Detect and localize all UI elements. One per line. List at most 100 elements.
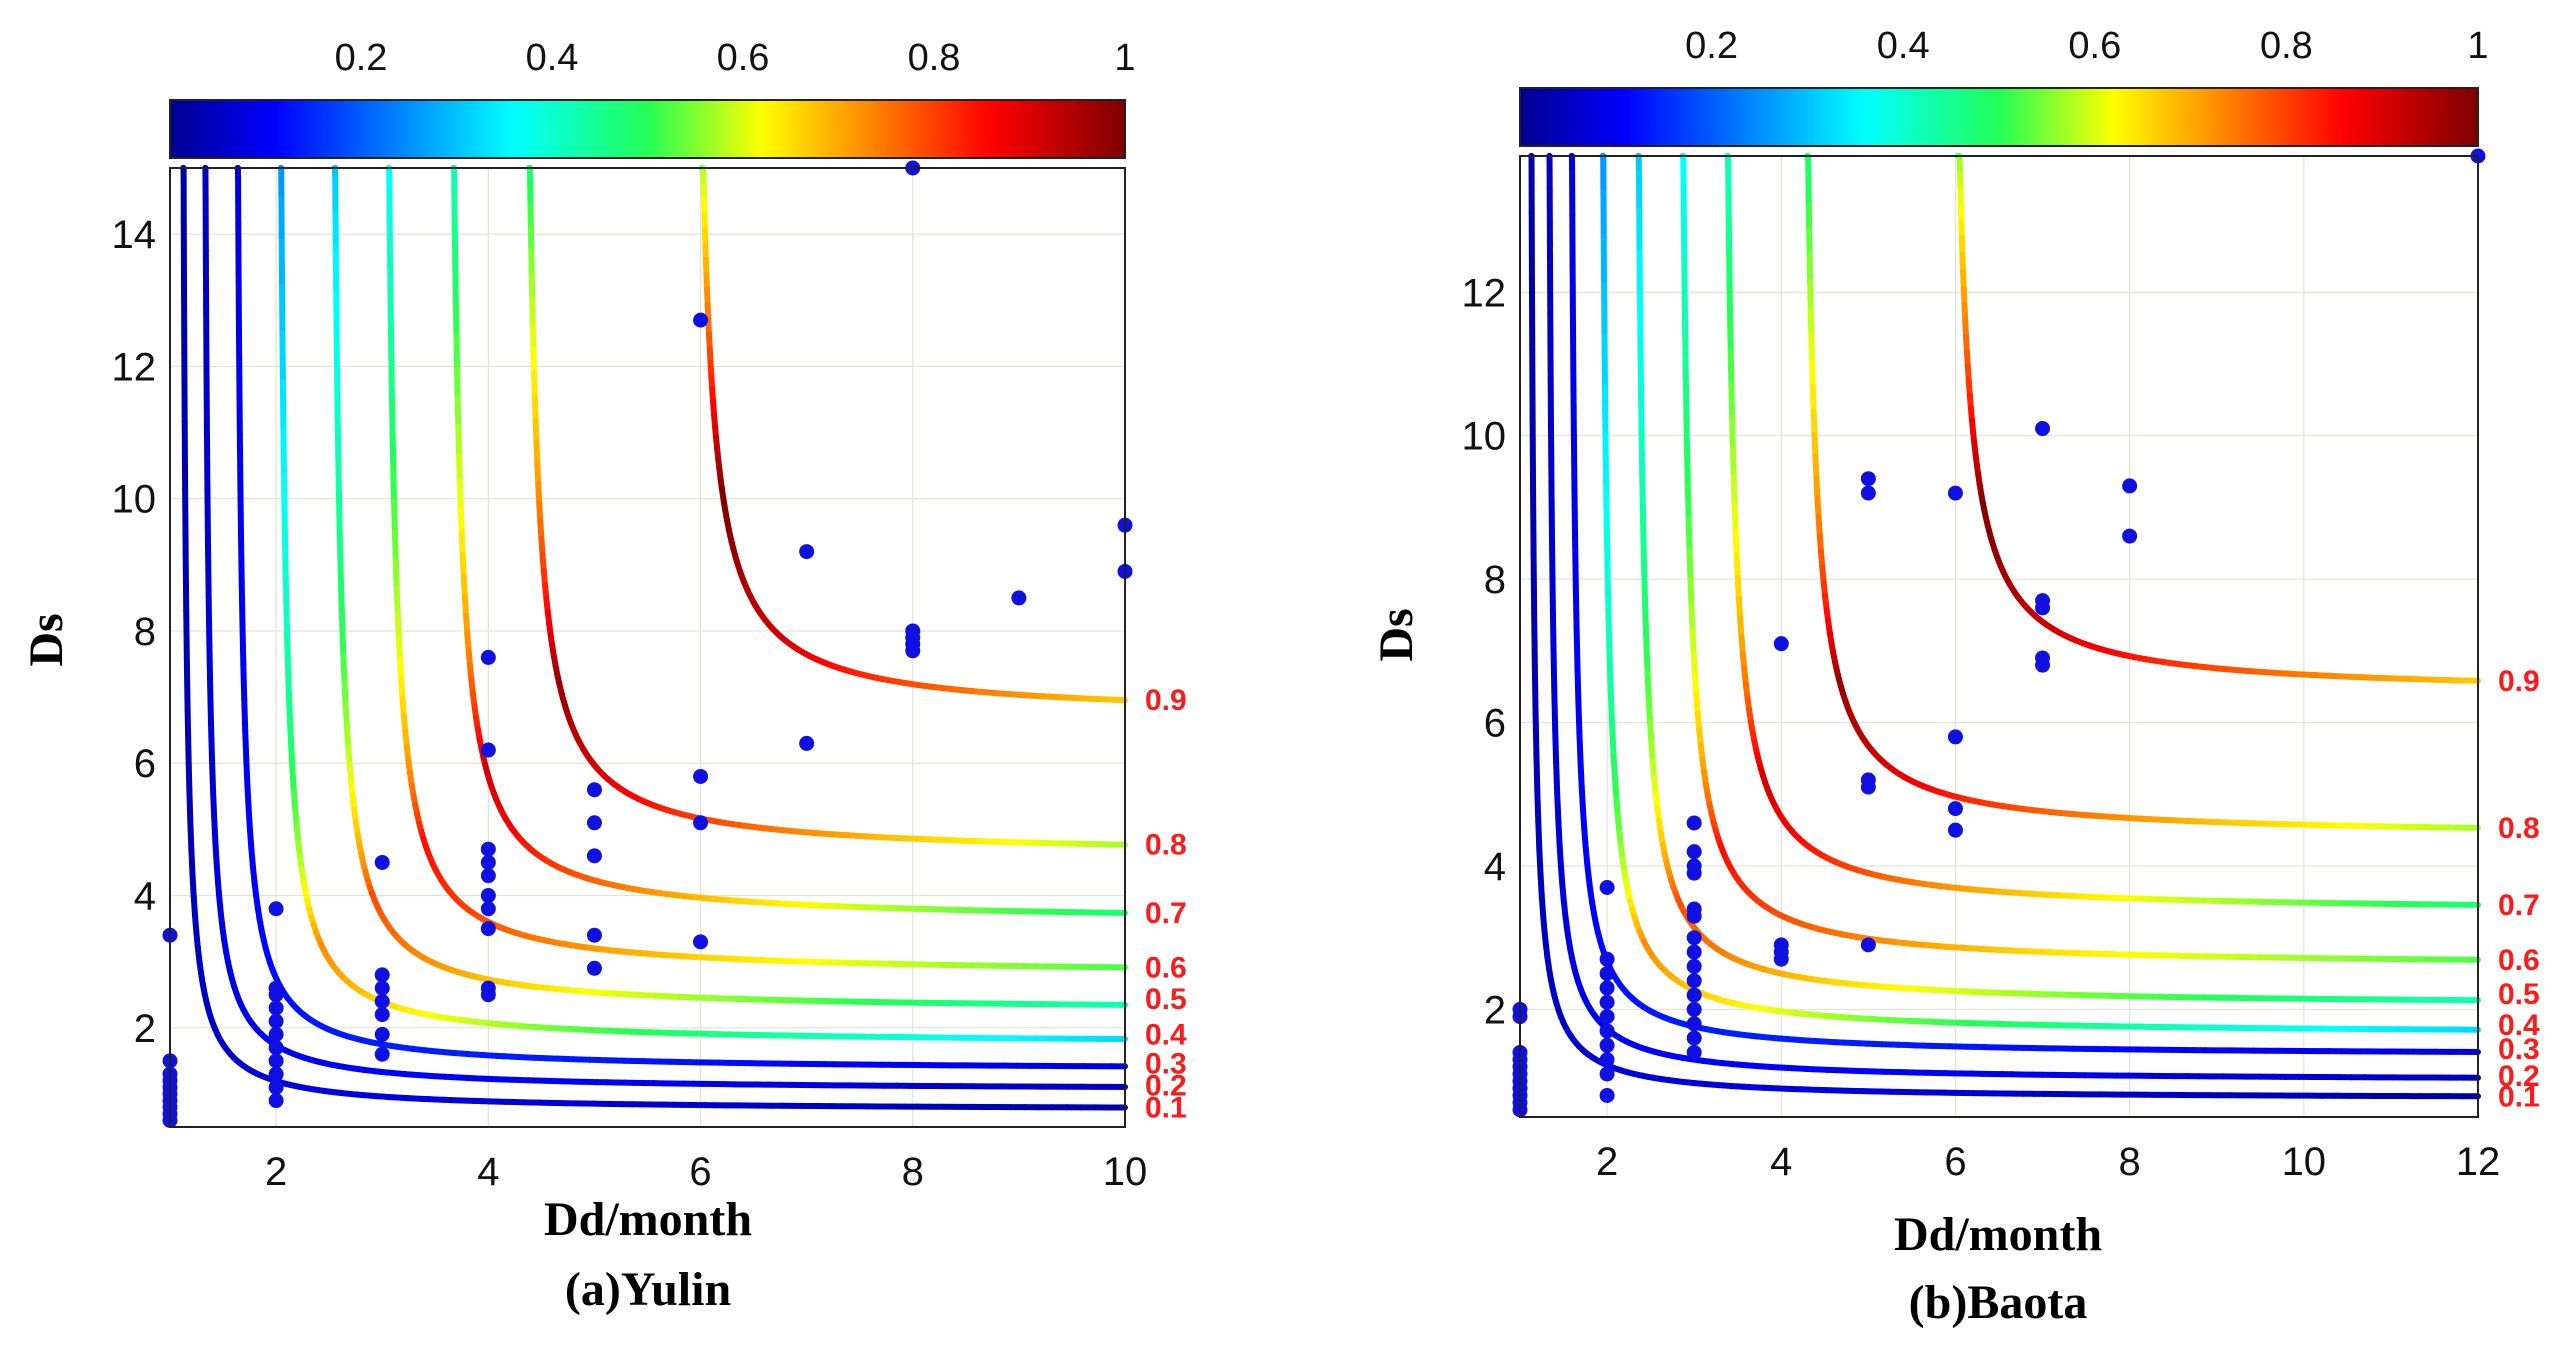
contour-segment xyxy=(1645,695,1654,725)
contour-level-label: 0.9 xyxy=(2498,665,2540,698)
contour-segment xyxy=(1579,805,1588,832)
contour-segment xyxy=(337,563,345,602)
contour-segment xyxy=(280,426,288,479)
contour-segment xyxy=(1550,645,1558,695)
data-point xyxy=(586,815,602,831)
contour-segment xyxy=(387,322,395,366)
contour-segment xyxy=(454,364,461,401)
contour-segment xyxy=(1575,698,1583,736)
contour-level-label: 0.4 xyxy=(2498,1009,2540,1042)
data-point xyxy=(374,967,390,983)
contour-segment xyxy=(339,625,347,660)
contour-segment xyxy=(532,417,540,446)
contour-segment xyxy=(1814,495,1822,521)
contour-segment xyxy=(1693,692,1701,717)
contour-segment xyxy=(1682,371,1690,417)
x-tick-label: 12 xyxy=(2456,1140,2501,1184)
data-point xyxy=(374,1026,390,1042)
contour-segment xyxy=(236,431,244,490)
contour-segment xyxy=(212,838,220,866)
contour-segment xyxy=(1605,606,1613,648)
contour-level-label: 0.5 xyxy=(1145,983,1187,1016)
contour-level-label: 0.6 xyxy=(1145,951,1187,984)
contour-segment xyxy=(1570,432,1578,492)
contour-segment xyxy=(241,696,249,735)
colorbar-ticks: 0.2 0.4 0.6 0.8 1 xyxy=(1685,25,2488,67)
contour-segment xyxy=(1531,663,1539,716)
contour-segment xyxy=(335,453,342,499)
contour-level xyxy=(1804,153,2481,831)
contour-segment xyxy=(242,728,250,763)
y-axis-title: Ds xyxy=(20,613,73,666)
data-point xyxy=(1011,590,1027,606)
contour-segment xyxy=(1811,431,1819,460)
contour-segment xyxy=(237,483,245,540)
contour-segment xyxy=(1537,870,1545,898)
contour-segment xyxy=(281,516,289,564)
contour-level xyxy=(698,165,1128,704)
data-point xyxy=(1599,1066,1615,1082)
data-point xyxy=(586,927,602,943)
colorbar-tick-label: 0.4 xyxy=(526,37,579,79)
contour-level-label: 0.8 xyxy=(2498,812,2540,845)
data-point xyxy=(1686,1044,1702,1060)
contour-segment xyxy=(458,528,466,558)
contour-level-label: 0.5 xyxy=(2498,978,2540,1011)
data-point xyxy=(693,312,709,328)
contour-segment xyxy=(1574,663,1582,705)
contour-segment xyxy=(183,660,191,714)
data-point xyxy=(480,854,496,870)
data-point xyxy=(1686,858,1702,874)
data-point xyxy=(480,921,496,937)
data-point xyxy=(480,742,496,758)
grid xyxy=(170,168,1126,1127)
contour-level xyxy=(331,165,1128,1008)
y-tick-label: 4 xyxy=(134,875,156,919)
data-point xyxy=(374,1046,390,1062)
data-point xyxy=(374,1007,390,1023)
contour-segment xyxy=(1538,891,1547,917)
data-point xyxy=(1860,471,1876,487)
contour-level xyxy=(450,165,1128,916)
contour-segment xyxy=(1734,574,1742,602)
data-point xyxy=(1599,951,1615,967)
data-point xyxy=(586,960,602,976)
data-point xyxy=(1686,1001,1702,1017)
x-tick-label: 4 xyxy=(1770,1140,1792,1184)
contour-level xyxy=(1528,153,2481,1100)
contour-segment xyxy=(183,607,190,667)
contour-segment xyxy=(528,272,536,304)
data-point xyxy=(374,854,390,870)
contour-segment xyxy=(1601,383,1609,440)
contour-segment xyxy=(287,721,295,752)
contour-segment xyxy=(281,472,288,523)
contour-segment xyxy=(288,745,296,775)
contour-segment xyxy=(392,557,400,591)
y-tick-label: 8 xyxy=(134,610,156,654)
contour-segment xyxy=(1610,753,1618,782)
data-point xyxy=(1947,485,1963,501)
contour-segment xyxy=(1548,428,1555,496)
contour-segment xyxy=(1727,349,1735,389)
contour-segment xyxy=(289,768,297,795)
contour-segment xyxy=(1640,547,1648,588)
contour-segment xyxy=(1809,383,1817,415)
contour-segment xyxy=(238,579,246,628)
data-point xyxy=(586,848,602,864)
contour-segment xyxy=(1737,615,1745,640)
data-point xyxy=(268,1093,284,1109)
contour-segment xyxy=(1812,453,1820,482)
contour-segment xyxy=(1581,825,1589,851)
data-point xyxy=(1686,901,1702,917)
contour-segment xyxy=(530,346,538,377)
data-point xyxy=(1860,485,1876,501)
data-point xyxy=(586,782,602,798)
contour-segment xyxy=(1687,576,1695,610)
contour-segment xyxy=(1577,757,1585,790)
contour-segment xyxy=(1641,581,1649,621)
y-tick-label: 8 xyxy=(1484,558,1506,602)
x-tick-label: 10 xyxy=(2282,1140,2327,1184)
contour-level xyxy=(526,165,1128,848)
contour-segment xyxy=(290,788,299,814)
contour-segment xyxy=(1554,790,1562,823)
